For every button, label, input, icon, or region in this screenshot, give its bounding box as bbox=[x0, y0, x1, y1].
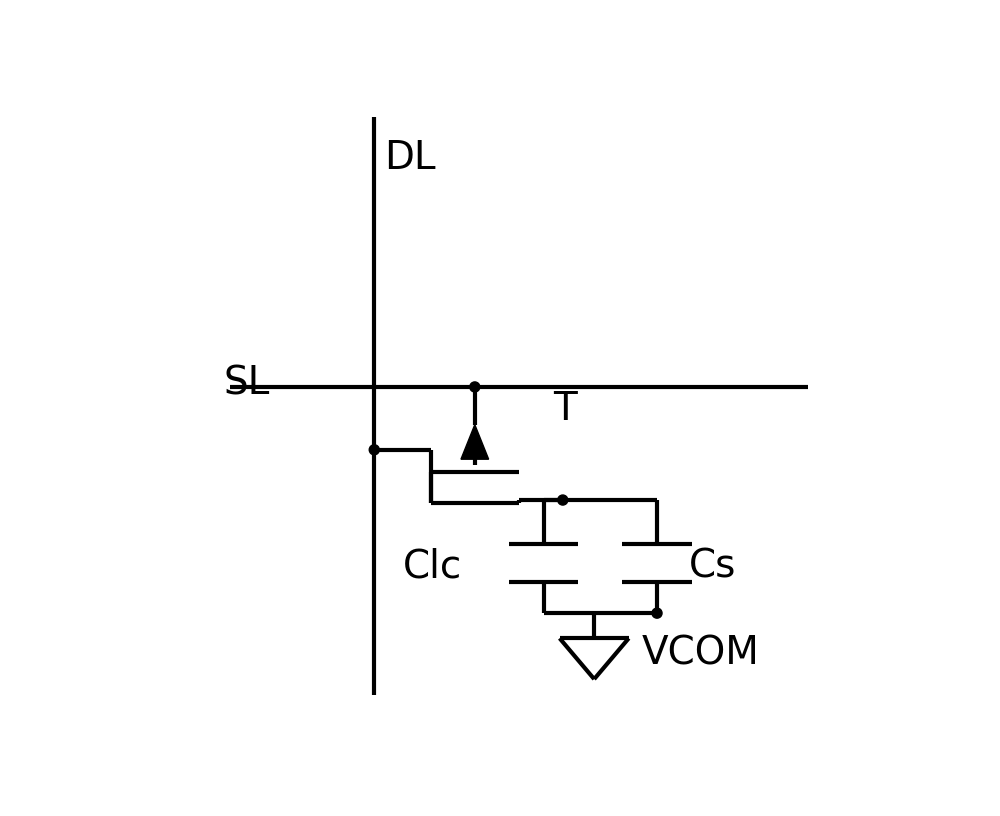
Text: SL: SL bbox=[223, 365, 270, 403]
Text: DL: DL bbox=[384, 139, 435, 177]
Circle shape bbox=[369, 445, 379, 455]
Circle shape bbox=[652, 608, 662, 619]
Text: Clc: Clc bbox=[403, 547, 462, 585]
Text: Cs: Cs bbox=[688, 547, 736, 585]
Circle shape bbox=[558, 495, 568, 505]
Text: T: T bbox=[553, 390, 577, 428]
Circle shape bbox=[470, 382, 480, 392]
Text: VCOM: VCOM bbox=[641, 635, 759, 673]
Polygon shape bbox=[461, 424, 489, 459]
